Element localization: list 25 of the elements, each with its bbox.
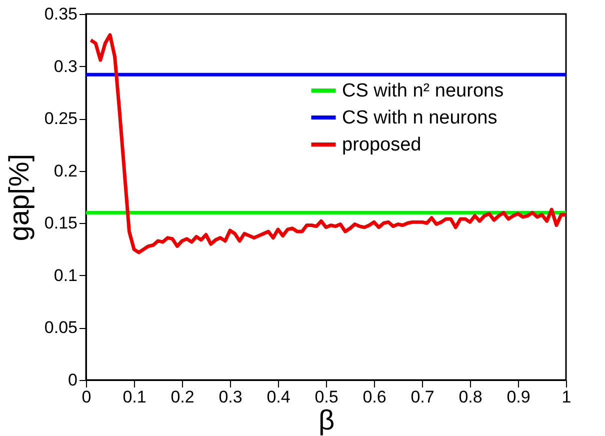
line-series (89, 33, 566, 254)
x-tick-label: 0.2 (170, 388, 194, 406)
y-tick-label: 0.05 (44, 318, 78, 338)
x-tick-label: 0 (82, 388, 92, 406)
x-tick-label: 0.5 (314, 388, 338, 406)
y-tick-label: 0.25 (44, 109, 78, 128)
x-tick-label: 0.4 (266, 388, 290, 406)
y-tick-label: 0.1 (54, 266, 78, 285)
x-tick-label: 0.6 (362, 388, 386, 406)
x-tick-label: 1 (562, 388, 572, 406)
x-tick-label: 0.1 (122, 388, 146, 406)
legend-label: CS with n² neurons (342, 80, 504, 102)
y-tick-label: 0.35 (44, 4, 78, 24)
y-axis-title: gap[%] (3, 154, 34, 242)
y-tick-label: 0.15 (44, 214, 78, 233)
x-axis-title: β (318, 404, 335, 436)
x-tick-label: 0.3 (218, 388, 242, 406)
y-tick-label: 0.3 (54, 56, 78, 76)
legend-label: proposed (342, 134, 422, 156)
y-tick-label: 0 (68, 370, 78, 390)
y-tick-label: 0.2 (54, 161, 78, 180)
x-tick-label: 0.7 (410, 388, 434, 406)
x-tick-label: 0.9 (506, 388, 530, 406)
x-tick-label: 0.8 (458, 388, 482, 406)
legend-label: CS with n neurons (342, 108, 498, 128)
